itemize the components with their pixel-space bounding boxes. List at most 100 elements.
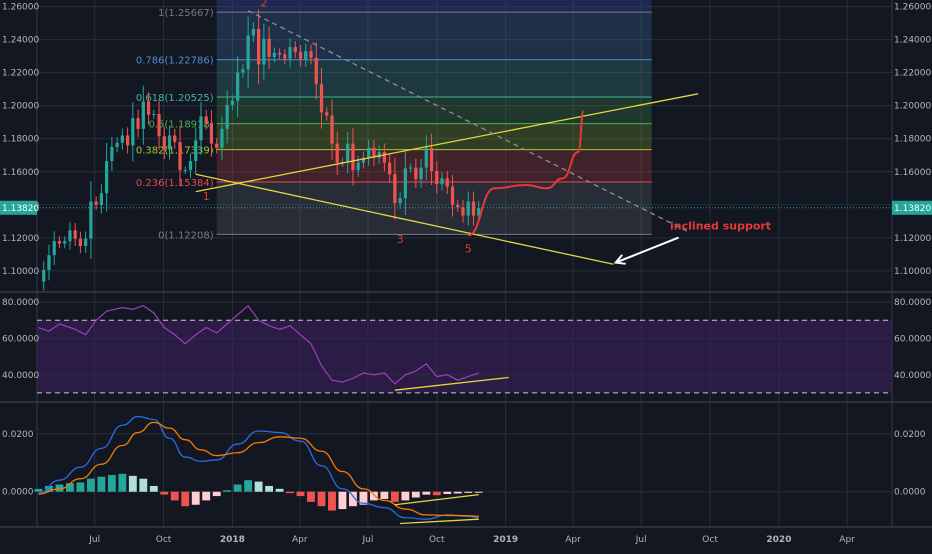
projection-path[interactable] xyxy=(467,109,585,237)
macd-histogram-bar xyxy=(265,485,274,492)
price-tick-right: 1.26000 xyxy=(894,3,931,13)
candle-body xyxy=(251,28,255,36)
candle xyxy=(63,236,67,249)
macd-histogram-bar xyxy=(86,478,95,492)
macd-histogram-bar xyxy=(223,490,232,492)
candle-body xyxy=(131,118,135,146)
candle xyxy=(120,128,124,150)
candle xyxy=(125,127,130,154)
candlesticks xyxy=(42,9,481,291)
rsi-tick-left: 60.0000 xyxy=(2,334,39,344)
candle-body xyxy=(236,72,240,101)
candle xyxy=(298,45,303,67)
candle-body xyxy=(382,151,387,163)
candle-body xyxy=(167,135,172,150)
candle xyxy=(57,236,62,249)
macd-histogram-bar xyxy=(45,485,53,492)
macd-divergence-line[interactable] xyxy=(394,493,479,506)
candle-body xyxy=(84,238,88,247)
current-price-badge xyxy=(892,200,932,215)
time-tick-label: Jul xyxy=(635,535,647,545)
candle-body xyxy=(445,178,449,187)
macd-histogram-bar xyxy=(474,491,483,493)
price-tick-left: 1.12000 xyxy=(2,234,39,244)
macd-tick-left: 0.0000 xyxy=(2,488,34,498)
candle xyxy=(429,133,434,185)
candle xyxy=(157,100,161,150)
candle-body xyxy=(78,238,83,247)
time-tick-label: Oct xyxy=(429,535,445,545)
macd-histogram-bar xyxy=(244,480,253,492)
candle xyxy=(414,158,418,189)
price-axis[interactable]: 1.26000 1.26000 1.24000 1.24000 1.22000 1.220… xyxy=(0,3,932,498)
candle xyxy=(105,142,109,212)
macd-histogram-bar xyxy=(107,474,116,492)
macd-histogram-bar xyxy=(202,491,211,501)
price-tick-left: 1.24000 xyxy=(2,36,39,46)
candle xyxy=(325,107,329,121)
candle-body xyxy=(419,167,423,180)
time-tick-label: Jul xyxy=(88,535,100,545)
time-tick-label: 2018 xyxy=(220,535,245,545)
wave-label: 5 xyxy=(465,243,472,256)
macd-histogram-bar xyxy=(411,491,420,498)
macd-histogram-bar xyxy=(380,491,389,499)
macd-divergence-line[interactable] xyxy=(400,518,479,525)
candle xyxy=(382,143,387,172)
drawings[interactable]: 1 2 3 5 inclined support xyxy=(37,0,892,265)
dashed-trendline[interactable] xyxy=(247,10,691,234)
wave-label: 2 xyxy=(260,0,267,10)
macd-histogram-bar xyxy=(443,491,452,495)
candle xyxy=(73,223,77,247)
macd-histogram-bar xyxy=(160,491,169,495)
candle xyxy=(215,138,219,154)
candle-body xyxy=(267,38,271,57)
candle xyxy=(377,145,381,164)
candle xyxy=(136,109,140,138)
price-tick-right: 1.22000 xyxy=(894,69,931,79)
candle-body xyxy=(398,198,402,204)
candle-body xyxy=(225,104,229,129)
candle xyxy=(440,172,444,191)
macd-histogram-bar xyxy=(422,491,431,495)
candle xyxy=(194,127,198,174)
candle xyxy=(267,27,271,69)
candle-body xyxy=(335,143,339,163)
macd-histogram-bar xyxy=(55,484,64,492)
candle xyxy=(188,153,193,178)
fib-level-label: 0(1.12208) xyxy=(158,230,214,241)
fib-level-label: 0.236(1.15384) xyxy=(136,178,214,189)
candle-body xyxy=(241,69,245,73)
candle-body xyxy=(215,143,219,148)
candle xyxy=(162,126,166,160)
trendline[interactable] xyxy=(195,93,699,193)
candle xyxy=(408,163,413,173)
candle xyxy=(461,199,465,223)
candle-body xyxy=(367,147,371,158)
time-axis[interactable]: Jul Oct 2018 Apr Jul Oct 2019 Apr Jul Oct 2020 Apr xyxy=(88,535,855,545)
candle xyxy=(277,48,282,59)
price-tick-left: 1.18000 xyxy=(2,135,39,145)
annotation-inclined-support: inclined support xyxy=(670,220,771,233)
candle-body xyxy=(115,142,119,147)
candle-body xyxy=(152,113,156,115)
rsi-divergence-line[interactable] xyxy=(394,376,509,391)
annotation-arrow[interactable] xyxy=(615,236,679,264)
candle xyxy=(330,99,334,160)
rsi-pane xyxy=(37,301,892,394)
candle xyxy=(419,158,423,189)
candle-body xyxy=(183,170,187,172)
candle xyxy=(293,41,297,58)
candle-body xyxy=(403,168,407,199)
candle-body xyxy=(178,142,182,171)
rsi-tick-right: 40.0000 xyxy=(894,371,931,381)
candle-body xyxy=(105,161,109,194)
candle xyxy=(183,166,187,174)
candle xyxy=(199,102,203,155)
candle-body xyxy=(440,178,444,185)
candle-body xyxy=(94,201,98,205)
time-tick-label: Apr xyxy=(292,535,308,545)
trendline[interactable] xyxy=(195,173,614,265)
macd-histogram-bar xyxy=(181,491,190,507)
